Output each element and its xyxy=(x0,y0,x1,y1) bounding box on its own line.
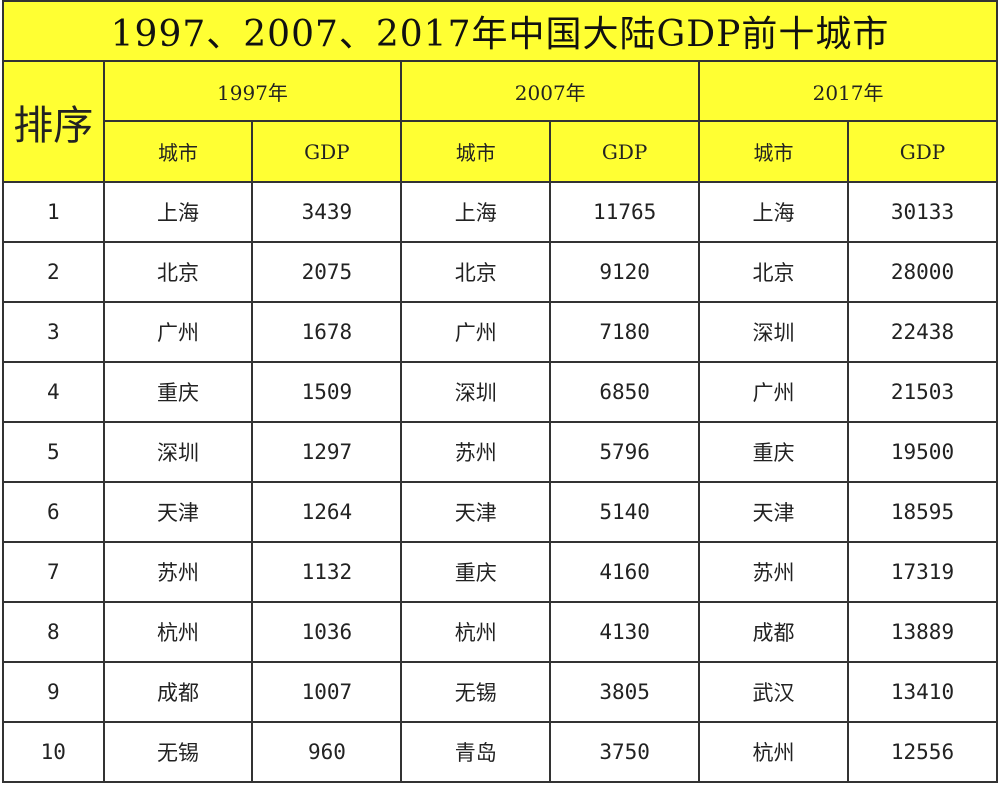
gdp-cell-2017: 13410 xyxy=(846,661,999,723)
city-cell-1997: 无锡 xyxy=(102,721,254,783)
gdp-cell-2017: 17319 xyxy=(846,541,999,603)
gdp-ranking-table: 1997、2007、2017年中国大陆GDP前十城市 排序 1997年 2007… xyxy=(2,0,999,783)
gdp-cell-1997: 3439 xyxy=(251,181,403,243)
city-cell-2017: 天津 xyxy=(698,481,849,543)
rank-cell: 8 xyxy=(2,601,105,663)
year-header-2017: 2017年 xyxy=(698,60,998,122)
city-cell-2017: 重庆 xyxy=(698,421,849,483)
rank-cell: 9 xyxy=(2,661,105,723)
city-cell-1997: 北京 xyxy=(102,241,254,303)
gdp-cell-2017: 22438 xyxy=(846,301,999,363)
city-cell-2007: 天津 xyxy=(400,481,552,543)
gdp-cell-1997: 1036 xyxy=(251,601,403,663)
rank-cell: 7 xyxy=(2,541,105,603)
gdp-cell-1997: 1132 xyxy=(251,541,403,603)
table-row: 7 苏州 1132 重庆 4160 苏州 17319 xyxy=(2,541,999,603)
city-cell-1997: 天津 xyxy=(102,481,254,543)
city-cell-2007: 杭州 xyxy=(400,601,552,663)
gdp-cell-2007: 6850 xyxy=(549,361,701,423)
city-cell-1997: 广州 xyxy=(102,301,254,363)
table-row: 10 无锡 960 青岛 3750 杭州 12556 xyxy=(2,721,999,783)
table-body: 1 上海 3439 上海 11765 上海 30133 2 北京 2075 北京… xyxy=(2,181,999,783)
table-row: 8 杭州 1036 杭州 4130 成都 13889 xyxy=(2,601,999,663)
gdp-cell-2007: 7180 xyxy=(549,301,701,363)
table-row: 2 北京 2075 北京 9120 北京 28000 xyxy=(2,241,999,303)
city-cell-2007: 北京 xyxy=(400,241,552,303)
year-header-2007: 2007年 xyxy=(400,60,701,122)
gdp-header-1997: GDP xyxy=(251,120,403,183)
city-cell-2017: 广州 xyxy=(698,361,849,423)
gdp-cell-2017: 28000 xyxy=(846,241,999,303)
city-header-1997: 城市 xyxy=(102,120,254,183)
city-cell-2007: 广州 xyxy=(400,301,552,363)
table-row: 5 深圳 1297 苏州 5796 重庆 19500 xyxy=(2,421,999,483)
table-row: 6 天津 1264 天津 5140 天津 18595 xyxy=(2,481,999,543)
gdp-cell-1997: 1007 xyxy=(251,661,403,723)
city-cell-1997: 深圳 xyxy=(102,421,254,483)
rank-header: 排序 xyxy=(2,60,105,183)
gdp-cell-1997: 1297 xyxy=(251,421,403,483)
table-title: 1997、2007、2017年中国大陆GDP前十城市 xyxy=(2,0,998,62)
city-cell-1997: 重庆 xyxy=(102,361,254,423)
gdp-cell-2007: 3805 xyxy=(549,661,701,723)
table-row: 9 成都 1007 无锡 3805 武汉 13410 xyxy=(2,661,999,723)
city-cell-2017: 深圳 xyxy=(698,301,849,363)
gdp-cell-1997: 960 xyxy=(251,721,403,783)
gdp-cell-2007: 4130 xyxy=(549,601,701,663)
gdp-cell-2017: 30133 xyxy=(846,181,999,243)
city-cell-2007: 无锡 xyxy=(400,661,552,723)
city-header-2007: 城市 xyxy=(400,120,552,183)
gdp-cell-2007: 11765 xyxy=(549,181,701,243)
gdp-cell-1997: 1678 xyxy=(251,301,403,363)
city-cell-1997: 成都 xyxy=(102,661,254,723)
rank-cell: 3 xyxy=(2,301,105,363)
rank-cell: 10 xyxy=(2,721,105,783)
gdp-cell-1997: 1264 xyxy=(251,481,403,543)
city-cell-2007: 深圳 xyxy=(400,361,552,423)
gdp-cell-2017: 12556 xyxy=(846,721,999,783)
gdp-header-2017: GDP xyxy=(846,120,999,183)
city-cell-2017: 苏州 xyxy=(698,541,849,603)
city-cell-1997: 上海 xyxy=(102,181,254,243)
gdp-cell-2017: 21503 xyxy=(846,361,999,423)
city-cell-2017: 北京 xyxy=(698,241,849,303)
city-cell-2017: 武汉 xyxy=(698,661,849,723)
city-cell-2007: 青岛 xyxy=(400,721,552,783)
table-row: 3 广州 1678 广州 7180 深圳 22438 xyxy=(2,301,999,363)
gdp-cell-2007: 4160 xyxy=(549,541,701,603)
gdp-cell-2017: 18595 xyxy=(846,481,999,543)
gdp-cell-1997: 2075 xyxy=(251,241,403,303)
rank-cell: 5 xyxy=(2,421,105,483)
year-header-1997: 1997年 xyxy=(102,60,403,122)
city-cell-2017: 成都 xyxy=(698,601,849,663)
rank-cell: 4 xyxy=(2,361,105,423)
gdp-cell-2017: 19500 xyxy=(846,421,999,483)
city-cell-2017: 杭州 xyxy=(698,721,849,783)
city-cell-1997: 苏州 xyxy=(102,541,254,603)
gdp-table-sheet: 1997、2007、2017年中国大陆GDP前十城市 排序 1997年 2007… xyxy=(2,0,999,783)
city-cell-2007: 苏州 xyxy=(400,421,552,483)
city-cell-2017: 上海 xyxy=(698,181,849,243)
city-cell-1997: 杭州 xyxy=(102,601,254,663)
city-cell-2007: 重庆 xyxy=(400,541,552,603)
gdp-header-2007: GDP xyxy=(549,120,701,183)
gdp-cell-2007: 5796 xyxy=(549,421,701,483)
rank-cell: 1 xyxy=(2,181,105,243)
gdp-cell-1997: 1509 xyxy=(251,361,403,423)
table-row: 1 上海 3439 上海 11765 上海 30133 xyxy=(2,181,999,243)
city-header-2017: 城市 xyxy=(698,120,849,183)
gdp-cell-2007: 5140 xyxy=(549,481,701,543)
rank-cell: 2 xyxy=(2,241,105,303)
table-row: 4 重庆 1509 深圳 6850 广州 21503 xyxy=(2,361,999,423)
gdp-cell-2007: 3750 xyxy=(549,721,701,783)
city-cell-2007: 上海 xyxy=(400,181,552,243)
gdp-cell-2007: 9120 xyxy=(549,241,701,303)
rank-cell: 6 xyxy=(2,481,105,543)
gdp-cell-2017: 13889 xyxy=(846,601,999,663)
